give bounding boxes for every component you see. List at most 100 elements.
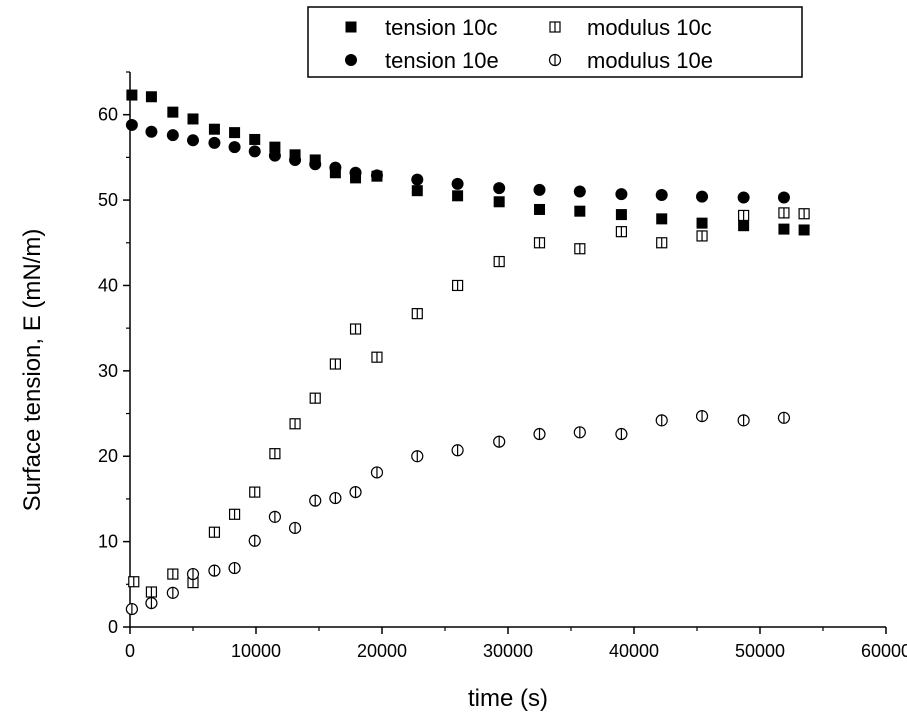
point-tension-10c: [145, 91, 157, 103]
point-modulus-10e: [655, 414, 668, 427]
point-tension-10c: [249, 133, 261, 145]
point-tension-10e: [329, 161, 342, 174]
point-tension-10c: [229, 127, 241, 139]
point-modulus-10e: [573, 426, 586, 439]
point-tension-10e-shape: [370, 169, 383, 182]
point-modulus-10e: [166, 586, 179, 599]
point-tension-10e: [370, 169, 383, 182]
axes: [129, 72, 886, 628]
point-tension-10c: [534, 203, 545, 215]
point-modulus-10e: [309, 494, 322, 507]
point-tension-10c: [411, 185, 423, 197]
point-modulus-10e: [493, 435, 506, 448]
series-modulus-10c: [128, 207, 810, 598]
point-tension-10e-shape: [411, 173, 424, 186]
point-tension-10c-shape: [656, 213, 668, 225]
point-modulus-10c: [452, 279, 464, 292]
point-tension-10e: [187, 134, 199, 147]
point-tension-10e-shape: [573, 185, 586, 198]
legend-box: [307, 6, 803, 78]
legend-marker-tension-10c: [345, 21, 357, 33]
data-marks: [125, 89, 810, 616]
point-tension-10c: [187, 113, 199, 125]
point-modulus-10c: [289, 418, 301, 430]
point-tension-10e: [248, 145, 261, 158]
point-modulus-10c: [574, 243, 586, 255]
point-modulus-10c: [798, 208, 810, 220]
point-tension-10c-shape: [696, 217, 708, 229]
point-modulus-10c: [778, 207, 790, 219]
point-tension-10c-shape: [411, 185, 423, 197]
point-tension-10c-shape: [187, 113, 199, 125]
point-tension-10e-shape: [737, 191, 750, 204]
point-tension-10e: [493, 182, 506, 195]
point-modulus-10c: [493, 255, 505, 268]
point-modulus-10c: [533, 237, 546, 249]
point-tension-10c-shape: [738, 220, 750, 232]
point-tension-10e-shape: [208, 136, 221, 149]
point-tension-10e-shape: [228, 141, 241, 154]
point-tension-10e-shape: [309, 158, 322, 171]
point-tension-10c: [452, 190, 464, 202]
y-tick-label: 60: [98, 105, 118, 125]
point-tension-10c-shape: [269, 141, 281, 153]
point-tension-10e: [289, 153, 302, 166]
point-tension-10c-shape: [615, 209, 627, 221]
point-modulus-10e: [349, 485, 362, 499]
point-tension-10e: [411, 173, 424, 186]
legend-marker-modulus-10e: [548, 53, 562, 67]
point-tension-10c-shape: [145, 91, 157, 103]
legend-marker-tension-10e-shape: [345, 54, 357, 66]
point-tension-10e: [737, 191, 750, 204]
point-tension-10e: [615, 188, 628, 201]
point-tension-10c: [615, 209, 627, 221]
point-tension-10c: [167, 106, 179, 118]
point-modulus-10e: [228, 561, 241, 575]
x-tick-label: 50000: [735, 641, 785, 661]
point-tension-10e-shape: [533, 183, 546, 196]
y-axis-title: Surface tension, E (mN/m): [19, 229, 46, 512]
point-tension-10c: [778, 223, 790, 235]
series-tension-10e: [125, 118, 790, 204]
point-tension-10c: [493, 196, 505, 208]
point-tension-10c: [696, 217, 708, 229]
point-tension-10e-shape: [655, 188, 668, 201]
series-tension-10c: [126, 89, 810, 236]
legend-marker-tension-10e: [345, 54, 357, 66]
point-modulus-10c: [249, 486, 261, 498]
point-modulus-10c: [208, 526, 221, 538]
point-tension-10e: [533, 183, 546, 196]
x-tick-label: 40000: [609, 641, 659, 661]
point-tension-10e: [125, 118, 138, 131]
legend-label-tension-10c: tension 10c: [385, 15, 498, 40]
point-tension-10e: [777, 191, 790, 204]
point-modulus-10e: [186, 567, 200, 581]
point-tension-10e: [451, 177, 464, 190]
point-tension-10c-shape: [798, 224, 810, 236]
point-tension-10e: [145, 125, 158, 138]
point-tension-10e: [573, 185, 586, 198]
y-tick-label: 30: [98, 361, 118, 381]
point-tension-10c-shape: [126, 89, 138, 101]
point-tension-10c-shape: [493, 196, 505, 208]
x-tick-label: 60000: [861, 641, 907, 661]
point-modulus-10c: [128, 576, 140, 588]
x-tick-label: 30000: [483, 641, 533, 661]
y-tick-label: 40: [98, 275, 118, 295]
point-tension-10e-shape: [349, 166, 362, 179]
point-tension-10c-shape: [534, 203, 545, 215]
legend: tension 10c modulus 10c tension 10e modu…: [307, 6, 803, 78]
point-modulus-10e: [288, 521, 302, 535]
point-modulus-10c: [738, 209, 750, 222]
y-tick-label: 10: [98, 532, 118, 552]
point-tension-10e-shape: [268, 149, 281, 162]
point-tension-10e-shape: [166, 129, 179, 142]
point-modulus-10e: [777, 411, 791, 424]
point-tension-10e-shape: [329, 161, 342, 174]
x-tick-label: 0: [125, 641, 135, 661]
point-modulus-10c: [145, 586, 158, 598]
point-modulus-10e: [268, 510, 281, 523]
point-modulus-10c: [309, 392, 321, 404]
point-modulus-10c: [349, 323, 362, 335]
point-modulus-10c: [329, 358, 341, 370]
